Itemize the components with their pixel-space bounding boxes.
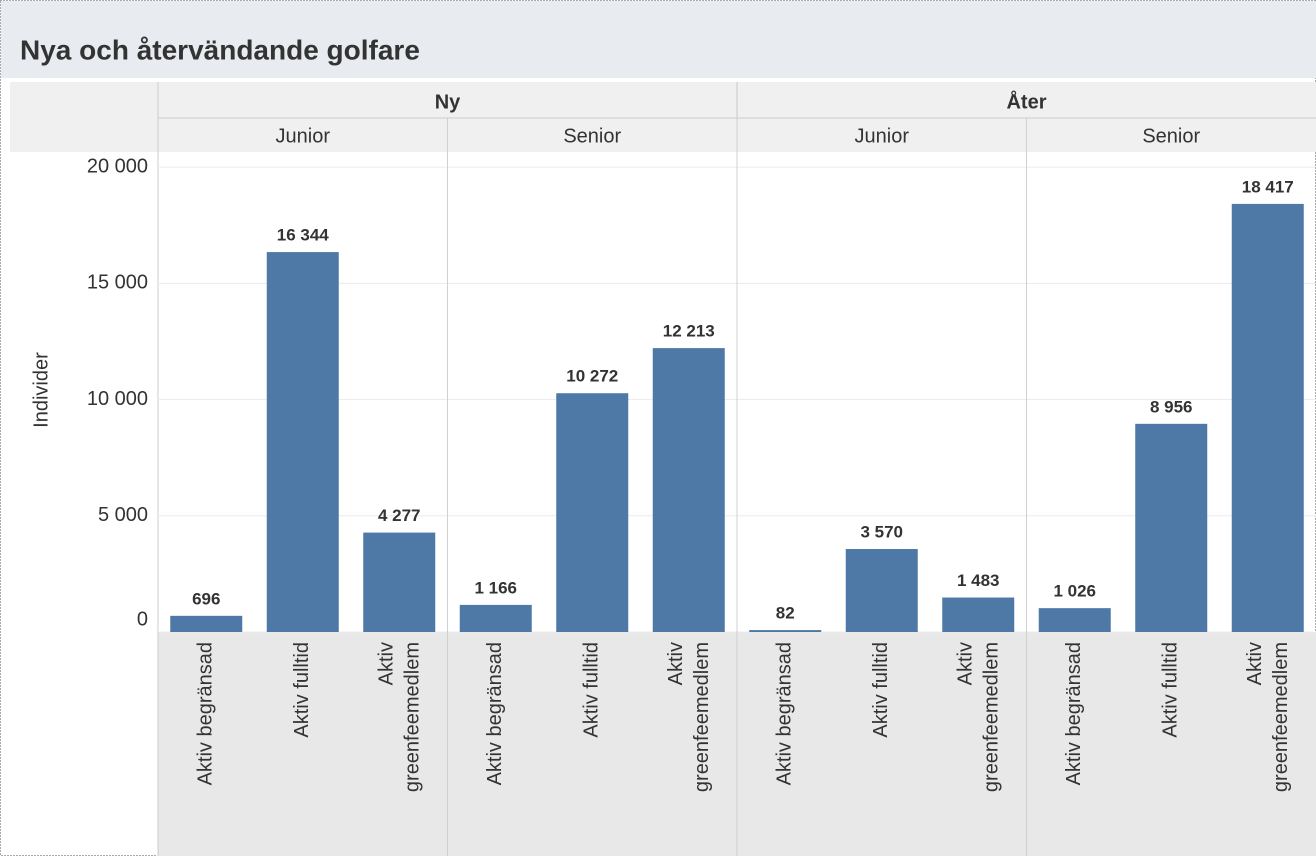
bar	[556, 393, 629, 632]
y-axis-label: Individer	[30, 352, 52, 428]
value-label: 82	[776, 604, 795, 623]
x-tick-line: greenfeemedlem	[402, 642, 424, 792]
x-tick-label: Aktiv greenfeemedlem	[665, 642, 713, 792]
value-label: 12 213	[663, 322, 715, 341]
y-tick-label: 0	[137, 608, 148, 630]
x-tick-line: greenfeemedlem	[691, 642, 713, 792]
bar	[363, 532, 436, 632]
value-label: 10 272	[566, 367, 618, 386]
chart-title: Nya och återvändande golfare	[20, 34, 420, 65]
bar	[170, 615, 243, 632]
y-tick-label: 5 000	[98, 504, 148, 526]
x-tick-label: Aktiv begränsad	[1063, 642, 1085, 785]
subgroup-label: Senior	[563, 125, 621, 147]
x-tick-label: Aktiv begränsad	[484, 642, 506, 785]
value-label: 3 570	[860, 523, 903, 542]
bar	[1038, 608, 1111, 632]
x-tick-label: Aktiv greenfeemedlem	[955, 642, 1003, 792]
x-tick-line: Aktiv	[1244, 642, 1266, 685]
x-tick-line: greenfeemedlem	[981, 642, 1003, 792]
bar	[459, 604, 532, 632]
bar	[1135, 423, 1208, 632]
x-tick-label: Aktiv greenfeemedlem	[376, 642, 424, 792]
x-tick-label: Aktiv fulltid	[291, 642, 313, 738]
header-area	[10, 82, 1316, 152]
bar	[749, 630, 822, 632]
x-tick-label: Aktiv greenfeemedlem	[1244, 642, 1292, 792]
y-tick-label: 10 000	[87, 388, 148, 410]
value-label: 8 956	[1150, 397, 1193, 416]
group-label: Ny	[435, 91, 461, 113]
x-tick-label: Aktiv begränsad	[774, 642, 796, 785]
title-bar	[1, 1, 1316, 78]
value-label: 1 026	[1053, 582, 1096, 601]
value-label: 18 417	[1242, 177, 1294, 196]
x-tick-line: Aktiv	[376, 642, 398, 685]
value-label: 1 166	[474, 578, 517, 597]
value-label: 696	[192, 589, 220, 608]
x-tick-line: Aktiv	[665, 642, 687, 685]
y-tick-label: 15 000	[87, 272, 148, 294]
bar	[942, 597, 1015, 632]
bar	[1231, 203, 1304, 632]
bar	[266, 252, 339, 632]
x-tick-line: Aktiv	[955, 642, 977, 685]
x-tick-label: Aktiv begränsad	[195, 642, 217, 785]
y-tick-label: 20 000	[87, 155, 148, 177]
bar	[652, 348, 725, 632]
subgroup-label: Junior	[276, 125, 331, 147]
x-tick-label: Aktiv fulltid	[870, 642, 892, 738]
value-label: 4 277	[378, 506, 421, 525]
value-label: 1 483	[957, 571, 1000, 590]
subgroup-label: Junior	[855, 125, 910, 147]
subgroup-label: Senior	[1142, 125, 1200, 147]
group-label: Åter	[1006, 89, 1046, 113]
bar	[845, 549, 918, 632]
x-tick-line: greenfeemedlem	[1270, 642, 1292, 792]
x-tick-label: Aktiv fulltid	[581, 642, 603, 738]
value-label: 16 344	[277, 226, 330, 245]
x-tick-label: Aktiv fulltid	[1160, 642, 1182, 738]
